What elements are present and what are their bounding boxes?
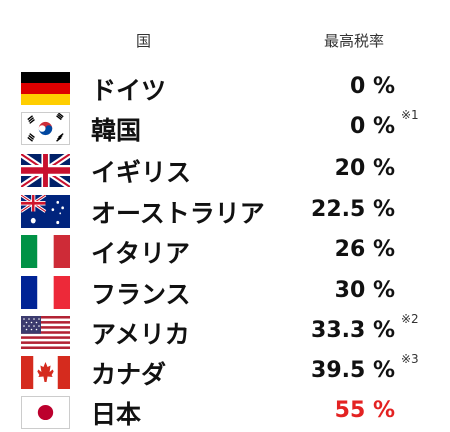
country-name: イタリア	[91, 239, 191, 268]
country-name: オーストラリア	[91, 199, 265, 228]
country-name: ドイツ	[91, 76, 167, 105]
tax-rate: 20 %	[334, 156, 395, 181]
table-row: フランス 30 %	[0, 272, 450, 312]
tax-rate: 0 %	[349, 74, 395, 99]
tax-rate: 39.5 %	[311, 358, 395, 383]
country-name: カナダ	[91, 360, 167, 389]
table-row: ドイツ 0 %	[0, 68, 450, 108]
country-column-header: 国	[136, 32, 152, 50]
tax-rate: 30 %	[334, 278, 395, 303]
table-row: 韓国 0 % ※1	[0, 108, 450, 148]
japan-flag-icon	[21, 396, 70, 429]
uk-flag-icon	[21, 154, 70, 187]
country-name: イギリス	[91, 158, 192, 187]
footnote-marker: ※2	[401, 312, 419, 326]
canada-flag-icon	[21, 356, 70, 389]
footnote-marker: ※1	[401, 108, 419, 122]
tax-rate: 33.3 %	[311, 318, 395, 343]
tax-rate: 0 %	[349, 114, 395, 139]
footnote-marker: ※3	[401, 352, 419, 366]
south-korea-flag-icon	[21, 112, 70, 145]
rate-column-header: 最高税率	[324, 32, 385, 50]
country-name: 韓国	[91, 116, 142, 145]
germany-flag-icon	[21, 72, 70, 105]
country-name: 日本	[91, 400, 142, 429]
table-row: 日本 55 %	[0, 392, 450, 432]
france-flag-icon	[21, 276, 70, 309]
table-row: オーストラリア 22.5 %	[0, 191, 450, 231]
table-row: アメリカ 33.3 % ※2	[0, 312, 450, 352]
table-row: イギリス 20 %	[0, 150, 450, 190]
tax-rate: 55 %	[334, 398, 395, 423]
country-name: アメリカ	[91, 320, 190, 349]
tax-rate: 26 %	[334, 237, 395, 262]
australia-flag-icon	[21, 195, 70, 228]
italy-flag-icon	[21, 235, 70, 268]
table-row: カナダ 39.5 % ※3	[0, 352, 450, 392]
tax-rate: 22.5 %	[311, 197, 395, 222]
usa-flag-icon	[21, 316, 70, 349]
table-row: イタリア 26 %	[0, 231, 450, 271]
country-name: フランス	[91, 280, 191, 309]
